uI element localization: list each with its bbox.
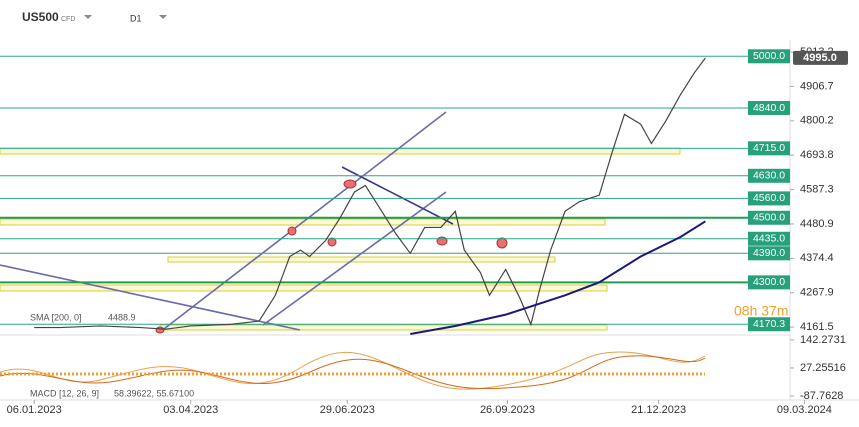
- sma-label: SMA [200, 0]: [30, 312, 82, 322]
- level-badge: [748, 100, 790, 115]
- level-badge: [748, 210, 790, 225]
- price-line: [34, 57, 706, 330]
- level-label: 4170.3: [753, 318, 785, 330]
- macd-tick-label: 27.25516: [800, 362, 846, 374]
- y-tick-label: 4480.9: [800, 218, 834, 230]
- level-label: 4500.0: [753, 212, 785, 224]
- main-plot: 5000.0 4840.0 4715.0 4630.0 4560.0 4500.0 4435…: [0, 49, 790, 336]
- y-tick-label: 4906.7: [800, 80, 834, 92]
- y-tick-label: 4161.5: [800, 321, 834, 333]
- level-badge: [748, 231, 790, 246]
- y-tick-label: 4374.4: [800, 252, 834, 264]
- y-tick-label: 4693.8: [800, 149, 834, 161]
- x-tick-label: 26.09.2023: [480, 404, 535, 416]
- level-label: 5000.0: [753, 50, 785, 62]
- x-tick-label: 21.12.2023: [631, 404, 686, 416]
- level-badge: [748, 317, 790, 332]
- level-badge: [748, 275, 790, 290]
- sma-line: [410, 220, 706, 336]
- symbol-dropdown[interactable]: [84, 15, 92, 19]
- symbol[interactable]: US500: [22, 10, 59, 24]
- level-label: 4630.0: [753, 170, 785, 182]
- level-label: 4300.0: [753, 276, 785, 288]
- y-tick-label: 4587.3: [800, 183, 834, 195]
- x-tick-label: 29.06.2023: [320, 404, 375, 416]
- level-label: 4560.0: [753, 192, 785, 204]
- macd-panel: [0, 351, 706, 390]
- sma-value: 4488.9: [108, 312, 136, 322]
- level-label: 4390.0: [753, 247, 785, 259]
- timer: 08h 37m: [734, 303, 788, 319]
- x-tick-label: 09.03.2024: [777, 404, 832, 416]
- last-price-label: 4995.0: [803, 52, 837, 64]
- level-label: 4840.0: [753, 102, 785, 114]
- level-badge: [748, 191, 790, 206]
- macd-values: 58.39622, 55.67100: [114, 388, 194, 398]
- timeframe-dropdown[interactable]: [159, 15, 167, 19]
- level-label: 4715.0: [753, 142, 785, 154]
- y-tick-label: 4800.2: [800, 115, 834, 127]
- x-tick-label: 03.04.2023: [163, 404, 218, 416]
- last-price-badge: [793, 50, 848, 65]
- macd-label: MACD [12, 26, 9]: [30, 388, 99, 398]
- macd-tick-label: -87.7628: [800, 390, 843, 402]
- symbol-kind: CFD: [61, 16, 75, 23]
- level-badge: [748, 168, 790, 183]
- timeframe[interactable]: D1: [130, 13, 142, 23]
- x-tick-label: 06.01.2023: [7, 404, 62, 416]
- level-badge: [748, 49, 790, 64]
- level-label: 4435.0: [753, 233, 785, 245]
- macd-tick-label: 142.2731: [800, 334, 846, 346]
- level-badge: [748, 246, 790, 261]
- y-tick-label: 4267.9: [800, 287, 834, 299]
- level-badge: [748, 141, 790, 156]
